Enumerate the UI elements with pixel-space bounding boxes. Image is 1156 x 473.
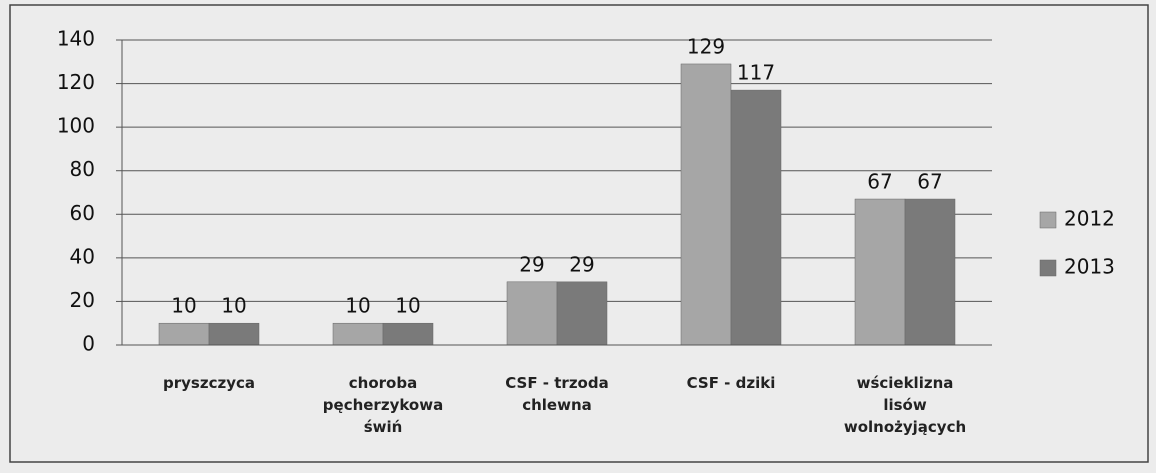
bar	[506, 281, 558, 346]
data-label: 10	[221, 294, 246, 318]
x-tick-label: CSF - dziki	[686, 374, 776, 392]
legend-label: 2012	[1064, 207, 1115, 231]
data-label: 10	[345, 294, 370, 318]
data-label: 117	[737, 61, 775, 85]
data-label: 10	[171, 294, 196, 318]
legend-swatch	[1039, 259, 1057, 277]
data-label: 67	[917, 170, 942, 194]
bar	[158, 322, 210, 346]
y-tick-label: 100	[57, 114, 95, 138]
bar	[730, 89, 782, 346]
data-label: 129	[687, 34, 725, 58]
y-tick-label: 80	[70, 157, 95, 181]
y-tick-label: 20	[70, 288, 95, 312]
bar	[332, 322, 384, 346]
legend-label: 2013	[1064, 255, 1115, 279]
x-tick-label: wścieklizna lisów wolnożyjących	[843, 374, 967, 436]
x-tick-label: pryszczyca	[163, 374, 255, 392]
y-tick-label: 60	[70, 201, 95, 225]
y-tick-label: 40	[70, 244, 95, 268]
data-label: 10	[395, 294, 420, 318]
x-tick-label: CSF - trzoda chlewna	[505, 374, 609, 414]
data-label: 29	[569, 252, 594, 276]
y-tick-label: 140	[57, 27, 95, 51]
bar	[680, 63, 732, 346]
y-tick-label: 0	[82, 332, 95, 356]
bar	[904, 198, 956, 346]
bar	[556, 281, 608, 346]
legend-swatch	[1039, 211, 1057, 229]
bar	[208, 322, 260, 346]
data-label: 29	[519, 252, 544, 276]
bar	[382, 322, 434, 346]
bar	[854, 198, 906, 346]
chart-border	[9, 4, 1149, 463]
y-tick-label: 120	[57, 70, 95, 94]
data-label: 67	[867, 170, 892, 194]
x-tick-label: choroba pęcherzykowa świń	[322, 374, 444, 436]
